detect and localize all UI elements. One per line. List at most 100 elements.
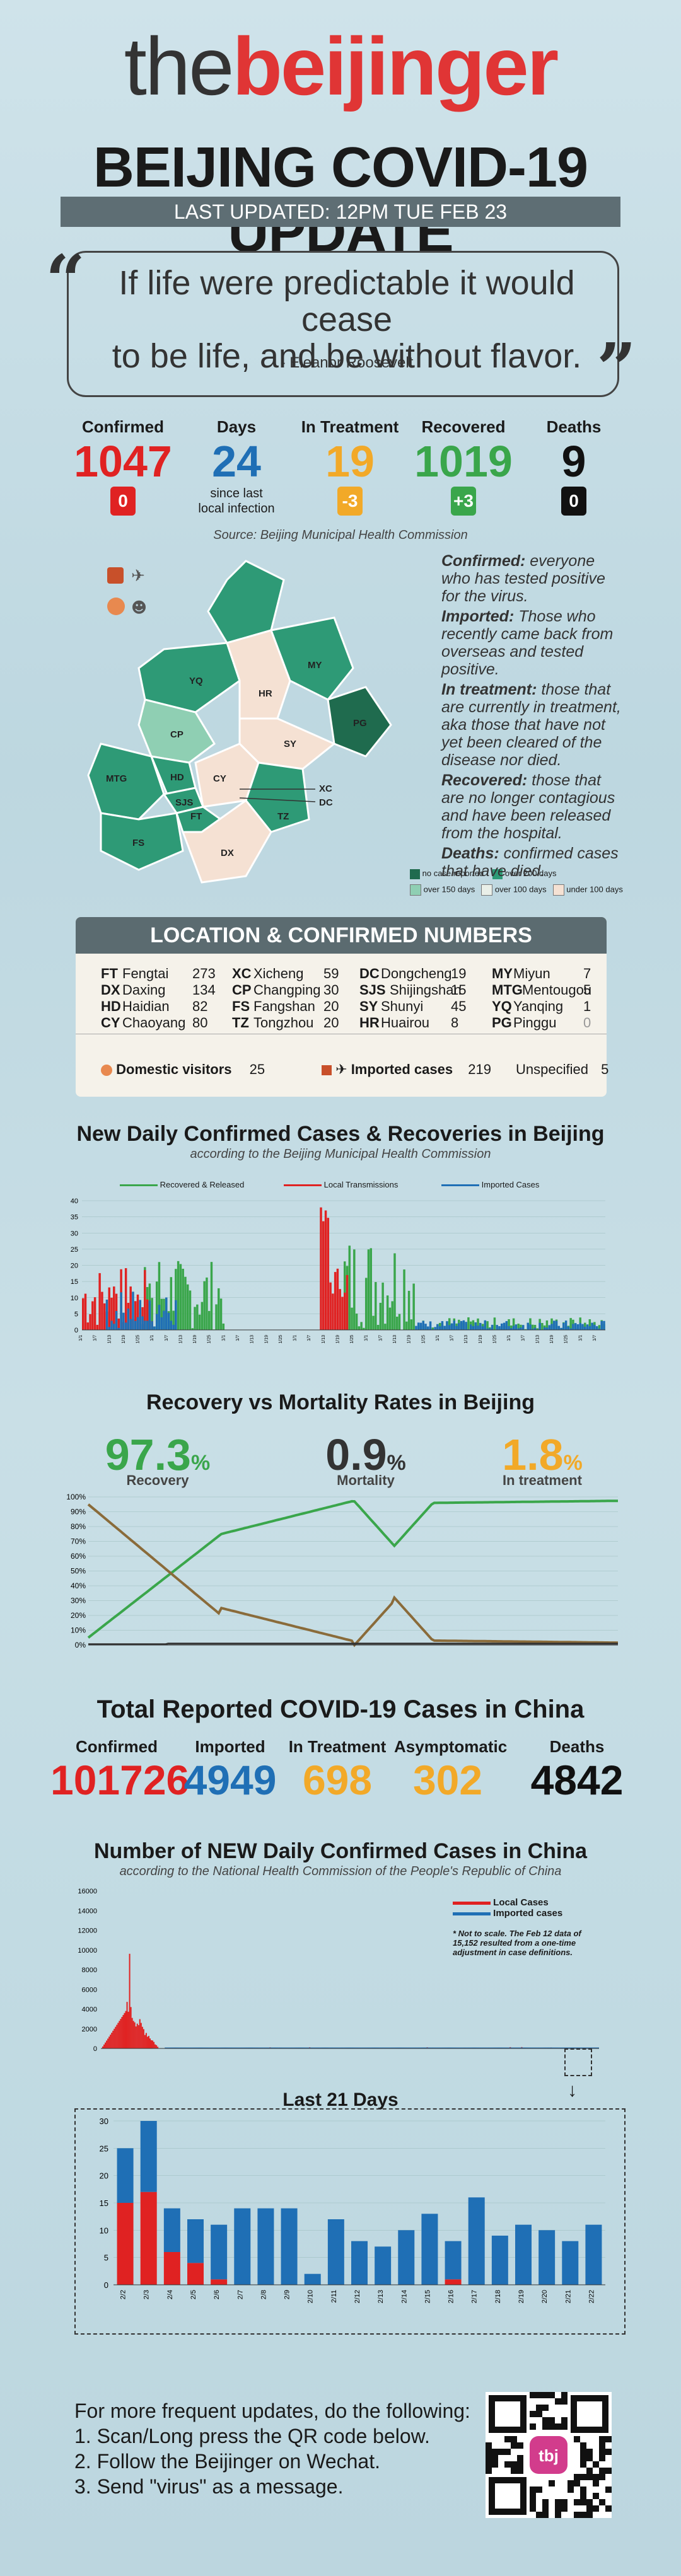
qr-cell [599,2449,605,2455]
china-imported-bar [265,2047,267,2048]
daily-bar [172,1324,175,1330]
daily-bar [336,1268,339,1330]
qr-cell [504,2461,511,2468]
china-imported-bar [354,2047,356,2048]
china-imported-bar [591,2047,593,2048]
china-imported-bar [287,2047,289,2048]
china-imported-bar [578,2047,580,2048]
district-dx [181,799,272,884]
x-tick: 1/25 [492,1335,497,1344]
china-imported-bar [419,2047,421,2048]
daily-bar [586,1324,589,1330]
y-tick: 35 [71,1214,78,1222]
china-imported-bar [360,2047,362,2048]
imported-bar [585,2224,602,2285]
qr-cell [511,2461,517,2468]
china-imported-bar [253,2047,255,2048]
china-imported-bar [538,2047,540,2048]
daily-bar [603,1320,605,1330]
close-quote-icon: ” [597,328,637,409]
qr-finder [489,2395,527,2433]
china-imported-bar [431,2047,433,2048]
qr-cell [511,2442,517,2449]
china-imported-bar [466,2047,468,2048]
china-imported-bar [254,2047,256,2048]
daily-bar [512,1326,515,1330]
imported-bar [375,2246,392,2285]
daily-bar [206,1277,208,1330]
china-local-bar [127,2011,129,2048]
local-bar [187,2263,204,2285]
x-tick: 2/14 [400,2290,408,2303]
china-local-bar [112,2030,114,2048]
x-tick: 1/1 [507,1335,511,1341]
daily-bar [569,1328,572,1330]
qr-cell [605,2449,612,2455]
daily-bar [160,1298,163,1330]
china-imported-bar [513,2047,515,2048]
china-imported-bar [268,2047,270,2048]
china-local-bar [149,2038,151,2048]
qr-cell [561,2417,568,2423]
recovery-line [87,1499,618,1639]
x-tick: 1/1 [79,1335,83,1341]
qr-cell [599,2468,605,2474]
china-daily-chart: 0 2000 4000 6000 8000 10000 12000 14000 16000 [78,1888,599,2053]
daily-bar [194,1307,196,1330]
daily-bar [405,1321,408,1330]
location-count: 20 [323,1015,339,1031]
qr-cell [549,2423,555,2430]
china-local-bar [124,2013,125,2048]
china-imported-bar [561,2047,562,2048]
china-imported-bar [443,2047,445,2048]
daily-bar [588,1326,591,1330]
china-imported-bar [351,2047,353,2048]
daily-bar [222,1323,225,1330]
china-imported-bar [308,2047,310,2048]
qr-cell [530,2493,536,2499]
daily-bar [136,1294,139,1330]
treatment-rate-value: 1.8 [502,1430,564,1479]
daily-bar [82,1298,84,1330]
china-imported-bar [394,2047,396,2048]
daily-bar [151,1298,153,1330]
x-tick: 2/21 [564,2290,572,2303]
map-label: DC [319,797,333,808]
daily-bar [134,1320,137,1330]
daily-bar [532,1329,534,1330]
daily-bar [198,1314,201,1330]
china-imported-bar [495,2047,497,2048]
china-stat-label: Deaths [549,1737,605,1756]
china-local-bar [146,2036,148,2048]
qr-cell [605,2436,612,2442]
daily-bar [187,1284,189,1330]
china-imported-bar [426,2047,428,2048]
logo: thebeijinger [0,25,681,107]
china-imported-bar [412,2047,414,2048]
china-imported-bar [456,2047,458,2048]
china-imported-bar [274,2047,276,2048]
location-count: 15 [451,982,467,998]
daily-bar [182,1268,184,1330]
china-imported-bar [465,2047,467,2048]
qr-cell [574,2436,580,2442]
china-imported-bar [527,2047,529,2048]
china-imported-bar [255,2047,257,2048]
china-imported-bar [309,2047,311,2048]
china-imported-bar [451,2047,453,2048]
china-local-bar [156,2045,158,2048]
qr-cell [574,2474,580,2480]
last-updated-bar: LAST UPDATED: 12PM TUE FEB 23 [61,197,620,227]
x-tick: 1/19 [264,1335,269,1344]
china-imported-bar [530,2047,532,2048]
china-imported-bar [238,2047,240,2048]
china-imported-bar [402,2047,404,2048]
qr-cell [517,2442,523,2449]
daily-bar [527,1322,529,1330]
china-local-bar [135,2026,137,2048]
daily-bar [520,1327,522,1330]
y-tick: 20 [100,2171,108,2181]
logo-beijinger: beijinger [232,20,559,112]
qr-code[interactable]: tbj [486,2392,612,2518]
daily-bar [155,1314,158,1330]
